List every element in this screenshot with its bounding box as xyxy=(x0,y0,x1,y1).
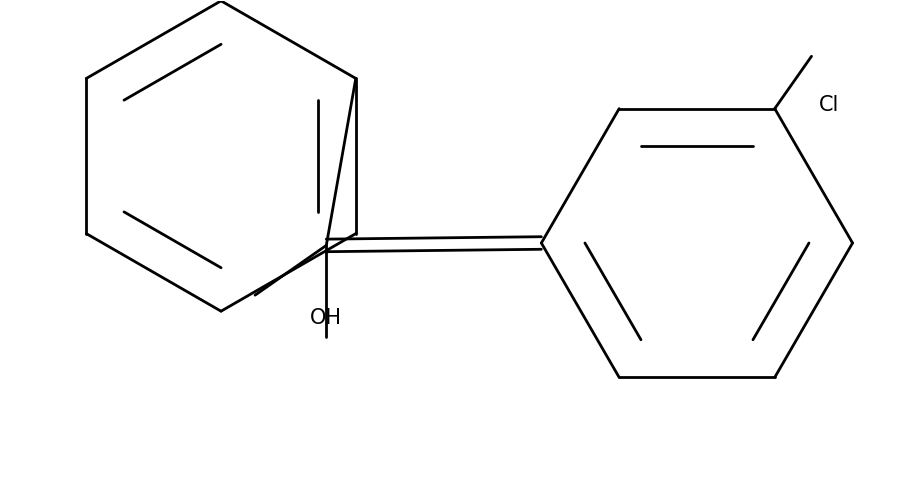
Text: Cl: Cl xyxy=(819,95,839,115)
Text: OH: OH xyxy=(310,308,342,328)
